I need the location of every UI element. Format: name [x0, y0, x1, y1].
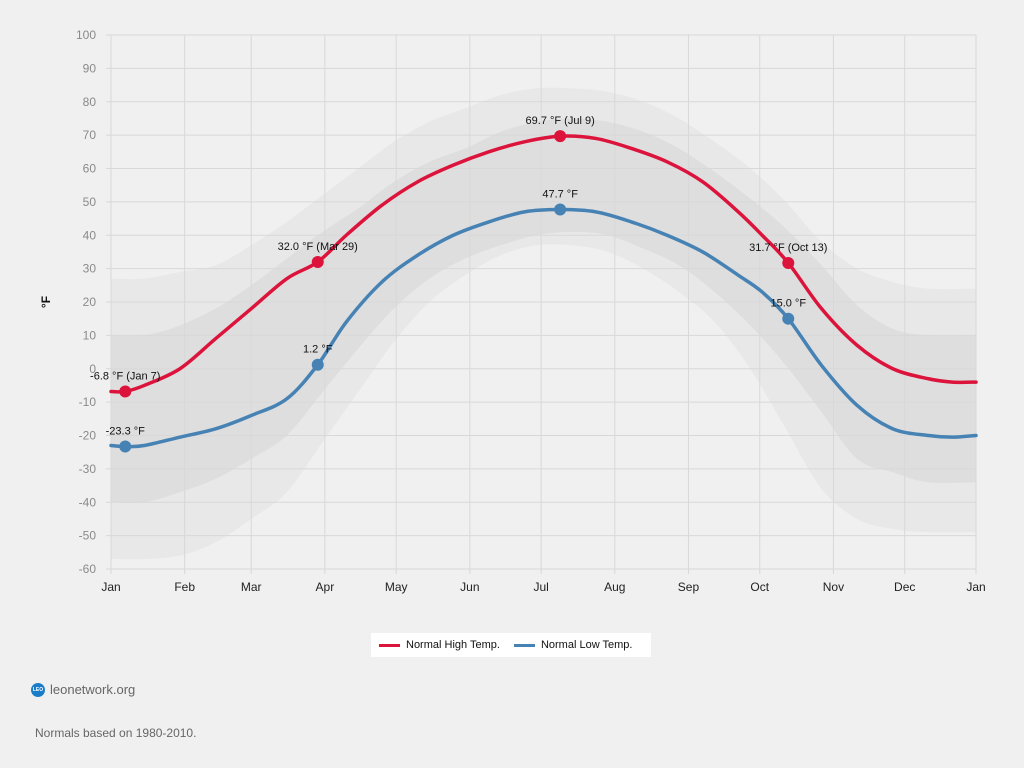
y-tick-label: -30 [79, 462, 97, 476]
annotation-marker[interactable] [554, 130, 567, 143]
credit-link[interactable]: LEO leonetwork.org [31, 682, 135, 697]
y-tick-label: 0 [89, 362, 96, 376]
x-tick-label: Sep [678, 580, 700, 594]
legend-label-high: Normal High Temp. [406, 639, 500, 651]
annotation-label: 15.0 °F [770, 298, 806, 310]
series-line-low [109, 207, 978, 449]
annotation-markers: -6.8 °F (Jan 7) -23.3 °F 32.0 °F (Mar 29) 1… [90, 115, 827, 453]
y-tick-label: -20 [79, 429, 97, 443]
annotation-label: 47.7 °F [542, 189, 578, 201]
x-tick-label: Oct [750, 580, 769, 594]
x-tick-label: Jun [460, 580, 479, 594]
annotation-marker[interactable] [119, 440, 132, 453]
y-tick-label: -50 [79, 529, 97, 543]
band-inner-range [111, 118, 976, 503]
y-tick-label: 60 [83, 162, 97, 176]
y-tick-label: 40 [83, 228, 97, 242]
x-tick-label: Jan [101, 580, 120, 594]
x-tick-label: Feb [174, 580, 195, 594]
y-tick-label: -10 [79, 395, 97, 409]
annotation-label: -23.3 °F [106, 426, 146, 438]
annotation-label: 31.7 °F (Oct 13) [749, 242, 827, 254]
annotation-marker[interactable] [554, 203, 567, 216]
annotation-marker[interactable] [782, 256, 795, 269]
chart-legend: Normal High Temp. Normal Low Temp. [371, 633, 651, 657]
x-tick-label: Mar [241, 580, 262, 594]
x-tick-label: Apr [316, 580, 335, 594]
legend-swatch-low [513, 643, 535, 647]
annotation-label: 69.7 °F (Jul 9) [526, 115, 595, 127]
y-tick-label: 50 [83, 195, 97, 209]
series-lines [109, 134, 978, 449]
annotation-marker[interactable] [119, 385, 132, 398]
x-tick-label: Jan [966, 580, 985, 594]
series-line-high [109, 134, 978, 394]
legend-label-low: Normal Low Temp. [540, 639, 633, 651]
y-tick-label: -40 [79, 495, 97, 509]
legend-item-high[interactable]: Normal High Temp. [379, 639, 500, 651]
x-tick-label: Dec [894, 580, 915, 594]
annotation-marker[interactable] [311, 358, 324, 371]
y-tick-label: -60 [79, 562, 97, 576]
y-tick-label: 80 [83, 95, 97, 109]
x-tick-label: May [385, 580, 408, 594]
y-tick-label: 70 [83, 128, 97, 142]
x-tick-label: Nov [823, 580, 844, 594]
legend-item-low[interactable]: Normal Low Temp. [513, 639, 633, 651]
y-tick-label: 20 [83, 295, 97, 309]
legend-swatch-high [379, 643, 400, 647]
range-bands [111, 87, 976, 560]
y-tick-label: 100 [76, 28, 96, 42]
temperature-chart: 1009080706050403020100-10-20-30-40-50-60… [39, 28, 986, 594]
annotation-label: -6.8 °F (Jan 7) [90, 370, 160, 382]
x-tick-label: Aug [604, 580, 625, 594]
y-tick-label: 30 [83, 262, 97, 276]
annotation-marker[interactable] [782, 312, 795, 325]
x-axis-ticks: Jan Feb Mar Apr May Jun Jul Aug Sep Oct Nov Dec Jan [101, 580, 985, 594]
normals-note: Normals based on 1980-2010. [35, 726, 197, 740]
credit-label: leonetwork.org [50, 682, 136, 697]
annotation-label: 32.0 °F (Mar 29) [278, 241, 358, 253]
y-tick-label: 90 [83, 61, 97, 75]
y-tick-label: 10 [83, 328, 97, 342]
annotation-label: 1.2 °F [303, 344, 333, 356]
y-axis-label: °F [39, 296, 53, 308]
x-tick-label: Jul [533, 580, 548, 594]
annotation-marker[interactable] [311, 255, 324, 268]
leo-logo-icon: LEO [31, 682, 45, 697]
grid-lines [106, 34, 977, 574]
